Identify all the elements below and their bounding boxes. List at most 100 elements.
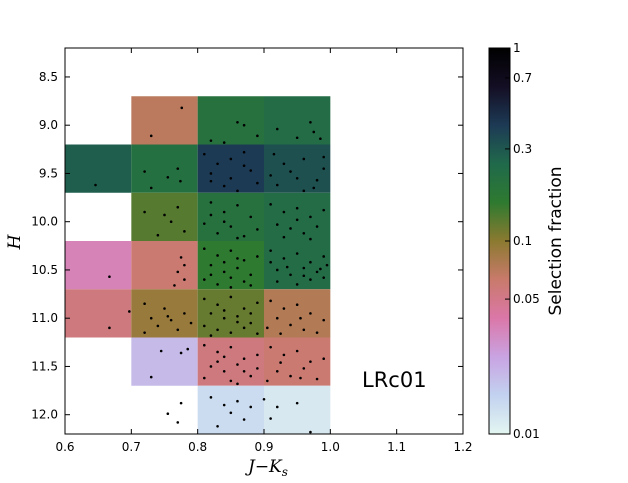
data-point <box>229 331 233 334</box>
data-point <box>315 270 319 274</box>
data-point <box>143 331 146 334</box>
heatmap-cell <box>131 241 198 290</box>
data-point <box>176 205 180 209</box>
heatmap-cell <box>131 192 198 241</box>
heatmap-cell <box>197 385 264 434</box>
data-point <box>222 309 226 312</box>
data-point <box>302 328 306 332</box>
data-point <box>256 367 259 370</box>
x-axis-label: J−Ks <box>245 457 288 479</box>
data-point <box>282 307 286 310</box>
data-point <box>322 167 326 170</box>
data-point <box>269 299 272 303</box>
data-point <box>222 403 226 407</box>
data-point <box>209 172 213 175</box>
data-point <box>229 411 233 415</box>
data-point <box>209 263 213 267</box>
data-point <box>242 280 246 283</box>
data-point <box>222 270 226 274</box>
y-axis-ticks: 8.5 9.0 9.5 10.0 10.5 11.0 11.5 12.0 <box>31 70 463 422</box>
heatmap-cell <box>264 241 331 290</box>
data-point <box>309 312 312 315</box>
data-point <box>159 349 163 353</box>
data-point <box>249 312 253 315</box>
colorbar-ticks: 0.01 0.05 0.1 0.3 0.7 1 <box>505 41 540 441</box>
data-point <box>209 334 213 337</box>
data-point <box>312 186 316 190</box>
data-point <box>242 418 246 421</box>
data-point <box>256 255 259 258</box>
data-point <box>269 249 272 252</box>
data-point <box>302 266 306 270</box>
panel-annotation: LRc01 <box>362 368 427 392</box>
y-axis-label: H <box>5 233 25 250</box>
data-point <box>242 259 246 262</box>
data-point <box>183 263 186 267</box>
data-point <box>236 266 239 270</box>
data-point <box>275 405 279 409</box>
data-point <box>149 316 153 320</box>
data-point <box>236 121 239 124</box>
data-point <box>249 321 253 325</box>
data-point <box>186 347 190 351</box>
data-point <box>289 227 292 230</box>
data-point <box>282 210 286 214</box>
data-point <box>275 127 279 131</box>
data-point <box>289 323 292 327</box>
heatmap-cell <box>131 144 198 193</box>
data-point <box>229 276 233 279</box>
data-point <box>242 150 246 154</box>
data-point <box>222 316 226 320</box>
x-axis-ticks: 0.6 0.7 0.8 0.9 1.0 1.1 1.2 <box>55 48 473 454</box>
data-point <box>209 273 213 277</box>
colorbar-label: Selection fraction <box>546 166 566 315</box>
data-point <box>309 215 312 219</box>
data-point <box>216 424 219 428</box>
data-point <box>94 183 97 187</box>
data-point <box>229 249 233 252</box>
data-point <box>309 278 312 281</box>
x-axis-label-subscript: s <box>282 465 288 479</box>
data-point <box>209 179 213 183</box>
data-point <box>256 353 259 357</box>
data-point <box>272 152 276 156</box>
colorbar: 0.01 0.05 0.1 0.3 0.7 1 Selection fraction <box>488 41 566 441</box>
heatmap-cells <box>65 96 331 434</box>
data-point <box>242 357 246 361</box>
heatmap-cell <box>264 385 331 434</box>
colorbar-tick-label: 1 <box>513 41 521 55</box>
data-point <box>242 326 246 330</box>
data-point <box>166 176 170 179</box>
data-point <box>176 270 180 274</box>
data-point <box>179 256 183 259</box>
data-point <box>180 106 184 110</box>
data-point <box>229 225 233 228</box>
data-point <box>156 233 160 237</box>
y-tick-label: 12.0 <box>31 408 58 422</box>
data-point <box>216 360 219 363</box>
data-point <box>216 254 219 257</box>
data-point <box>312 130 316 134</box>
heatmap-cell <box>197 192 264 241</box>
data-point <box>209 312 213 315</box>
data-point <box>302 231 306 235</box>
data-point <box>269 260 272 264</box>
heatmap-cell <box>264 289 331 338</box>
data-point <box>309 121 312 124</box>
data-point <box>216 350 219 354</box>
data-point <box>256 134 259 138</box>
data-point <box>163 213 166 217</box>
data-point <box>216 328 219 332</box>
data-point <box>173 284 176 287</box>
data-point <box>275 183 279 187</box>
x-tick-label: 1.0 <box>321 440 340 454</box>
data-point <box>295 283 299 286</box>
data-point <box>315 331 319 334</box>
x-tick-label: 0.7 <box>122 440 141 454</box>
data-point <box>309 430 312 434</box>
data-point <box>249 284 253 287</box>
data-point <box>289 170 292 173</box>
y-tick-label: 11.5 <box>31 359 58 373</box>
y-tick-label: 9.0 <box>39 118 58 132</box>
heatmap-cell <box>264 144 331 193</box>
